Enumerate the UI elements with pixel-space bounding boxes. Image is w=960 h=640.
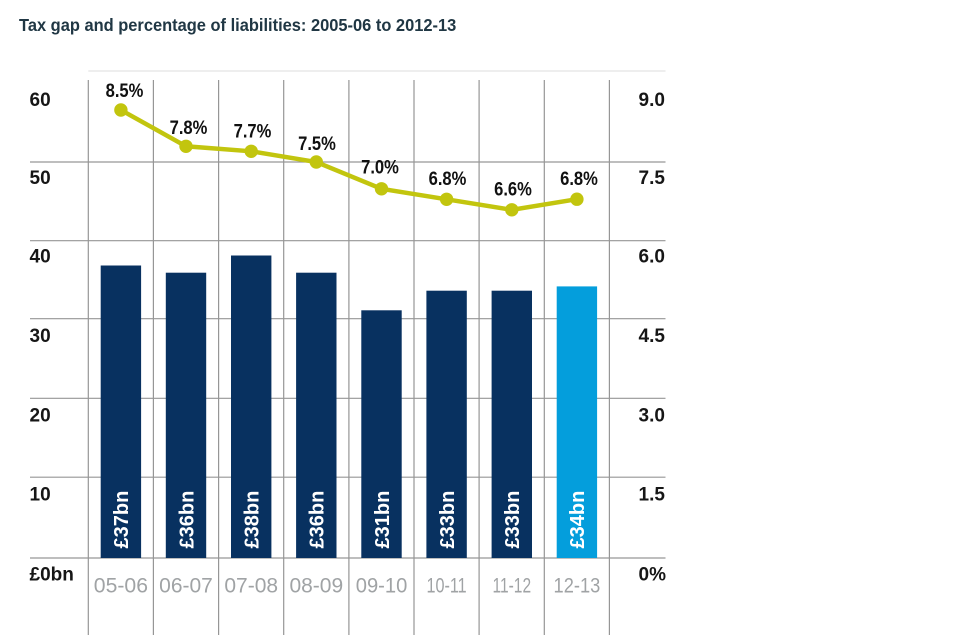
svg-text:10: 10 (30, 485, 51, 506)
svg-text:7.7%: 7.7% (234, 120, 272, 142)
svg-text:05-06: 05-06 (94, 575, 148, 598)
svg-text:£0bn: £0bn (30, 565, 74, 586)
svg-text:6.8%: 6.8% (560, 168, 598, 190)
svg-text:6.6%: 6.6% (494, 178, 532, 200)
svg-text:£36bn: £36bn (176, 491, 198, 549)
svg-text:08-09: 08-09 (289, 575, 343, 598)
svg-text:4.5: 4.5 (639, 326, 666, 347)
svg-text:09-10: 09-10 (356, 574, 408, 597)
svg-text:12-13: 12-13 (554, 574, 601, 597)
svg-text:£33bn: £33bn (502, 491, 524, 549)
svg-text:9.0: 9.0 (639, 90, 665, 111)
svg-text:6.0: 6.0 (639, 247, 665, 268)
svg-text:£36bn: £36bn (307, 491, 329, 549)
svg-text:7.5: 7.5 (639, 168, 666, 189)
svg-text:£38bn: £38bn (242, 491, 264, 549)
svg-text:60: 60 (30, 90, 51, 111)
svg-text:7.8%: 7.8% (170, 117, 208, 139)
svg-text:3.0: 3.0 (639, 406, 665, 427)
svg-text:£34bn: £34bn (567, 491, 589, 549)
svg-text:06-07: 06-07 (159, 575, 213, 598)
svg-text:20: 20 (30, 406, 51, 427)
svg-text:50: 50 (30, 168, 51, 189)
svg-text:£31bn: £31bn (372, 491, 394, 549)
svg-text:10-11: 10-11 (427, 574, 467, 598)
svg-text:Tax gap and percentage of liab: Tax gap and percentage of liabilities: 2… (19, 15, 456, 35)
svg-text:07-08: 07-08 (224, 575, 278, 598)
svg-text:11-12: 11-12 (493, 573, 532, 597)
svg-text:£37bn: £37bn (111, 491, 133, 549)
svg-text:£33bn: £33bn (437, 491, 459, 549)
svg-text:7.5%: 7.5% (298, 133, 336, 155)
svg-text:30: 30 (30, 326, 51, 347)
svg-text:7.0%: 7.0% (361, 156, 399, 178)
svg-text:8.5%: 8.5% (106, 80, 144, 102)
svg-text:40: 40 (30, 247, 51, 268)
svg-text:0%: 0% (639, 565, 667, 586)
svg-text:6.8%: 6.8% (429, 168, 467, 190)
svg-text:1.5: 1.5 (639, 485, 666, 506)
